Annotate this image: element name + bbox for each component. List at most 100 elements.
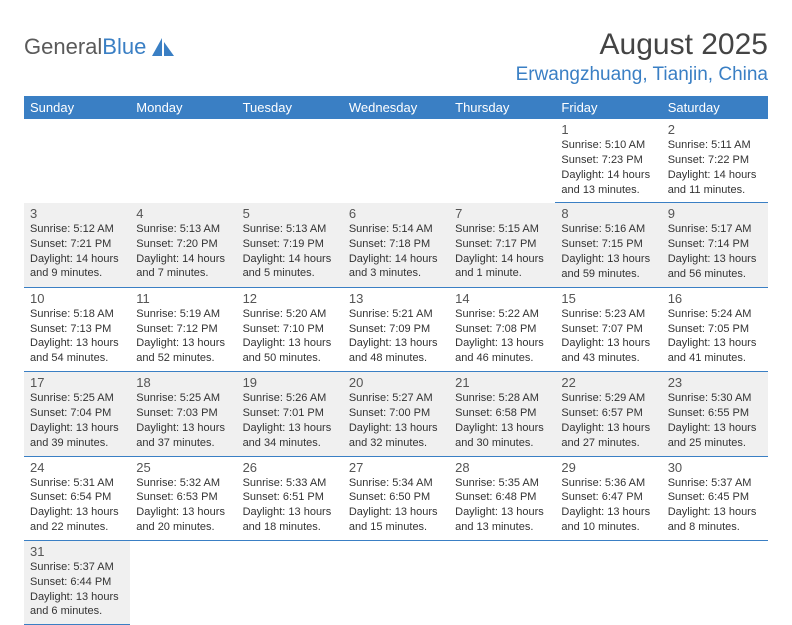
day-number: 30 [668,460,762,475]
column-header: Monday [130,96,236,119]
day-info: Sunrise: 5:10 AMSunset: 7:23 PMDaylight:… [561,138,655,197]
calendar-cell: 12Sunrise: 5:20 AMSunset: 7:10 PMDayligh… [237,287,343,371]
calendar-cell: 17Sunrise: 5:25 AMSunset: 7:04 PMDayligh… [24,372,130,456]
day-number: 12 [243,291,337,306]
calendar-cell [343,119,449,203]
day-info: Sunrise: 5:34 AMSunset: 6:50 PMDaylight:… [349,476,443,535]
day-info: Sunrise: 5:29 AMSunset: 6:57 PMDaylight:… [561,391,655,450]
day-number: 17 [30,375,124,390]
day-number: 25 [136,460,230,475]
day-info: Sunrise: 5:22 AMSunset: 7:08 PMDaylight:… [455,307,549,366]
day-number: 3 [30,206,124,221]
day-number: 18 [136,375,230,390]
day-info: Sunrise: 5:24 AMSunset: 7:05 PMDaylight:… [668,307,762,366]
calendar-cell: 30Sunrise: 5:37 AMSunset: 6:45 PMDayligh… [662,456,768,540]
calendar-cell: 31Sunrise: 5:37 AMSunset: 6:44 PMDayligh… [24,540,130,624]
calendar-cell: 22Sunrise: 5:29 AMSunset: 6:57 PMDayligh… [555,372,661,456]
column-header: Thursday [449,96,555,119]
day-info: Sunrise: 5:25 AMSunset: 7:03 PMDaylight:… [136,391,230,450]
calendar-cell: 18Sunrise: 5:25 AMSunset: 7:03 PMDayligh… [130,372,236,456]
calendar-cell: 1Sunrise: 5:10 AMSunset: 7:23 PMDaylight… [555,119,661,203]
day-number: 6 [349,206,443,221]
day-info: Sunrise: 5:31 AMSunset: 6:54 PMDaylight:… [30,476,124,535]
day-number: 22 [561,375,655,390]
calendar-cell [237,119,343,203]
day-number: 16 [668,291,762,306]
calendar-cell: 15Sunrise: 5:23 AMSunset: 7:07 PMDayligh… [555,287,661,371]
page-title: August 2025 [516,28,768,62]
calendar-cell [130,119,236,203]
day-info: Sunrise: 5:27 AMSunset: 7:00 PMDaylight:… [349,391,443,450]
day-info: Sunrise: 5:11 AMSunset: 7:22 PMDaylight:… [668,138,762,197]
day-info: Sunrise: 5:13 AMSunset: 7:20 PMDaylight:… [136,222,230,281]
calendar-cell: 8Sunrise: 5:16 AMSunset: 7:15 PMDaylight… [555,203,661,287]
day-number: 20 [349,375,443,390]
calendar-cell: 6Sunrise: 5:14 AMSunset: 7:18 PMDaylight… [343,203,449,287]
day-number: 24 [30,460,124,475]
day-info: Sunrise: 5:37 AMSunset: 6:44 PMDaylight:… [30,560,124,619]
day-number: 5 [243,206,337,221]
day-number: 21 [455,375,549,390]
calendar-cell: 10Sunrise: 5:18 AMSunset: 7:13 PMDayligh… [24,287,130,371]
day-number: 29 [561,460,655,475]
day-info: Sunrise: 5:30 AMSunset: 6:55 PMDaylight:… [668,391,762,450]
day-info: Sunrise: 5:18 AMSunset: 7:13 PMDaylight:… [30,307,124,366]
day-number: 8 [561,206,655,221]
calendar-cell: 4Sunrise: 5:13 AMSunset: 7:20 PMDaylight… [130,203,236,287]
day-number: 10 [30,291,124,306]
calendar-cell [449,540,555,624]
calendar-row: 24Sunrise: 5:31 AMSunset: 6:54 PMDayligh… [24,456,768,540]
day-info: Sunrise: 5:12 AMSunset: 7:21 PMDaylight:… [30,222,124,281]
calendar-cell: 27Sunrise: 5:34 AMSunset: 6:50 PMDayligh… [343,456,449,540]
day-info: Sunrise: 5:26 AMSunset: 7:01 PMDaylight:… [243,391,337,450]
day-info: Sunrise: 5:37 AMSunset: 6:45 PMDaylight:… [668,476,762,535]
day-info: Sunrise: 5:23 AMSunset: 7:07 PMDaylight:… [561,307,655,366]
calendar-cell: 14Sunrise: 5:22 AMSunset: 7:08 PMDayligh… [449,287,555,371]
location: Erwangzhuang, Tianjin, China [516,64,768,86]
calendar-cell: 26Sunrise: 5:33 AMSunset: 6:51 PMDayligh… [237,456,343,540]
day-number: 27 [349,460,443,475]
calendar-cell [555,540,661,624]
day-info: Sunrise: 5:32 AMSunset: 6:53 PMDaylight:… [136,476,230,535]
day-number: 19 [243,375,337,390]
column-header: Tuesday [237,96,343,119]
day-info: Sunrise: 5:20 AMSunset: 7:10 PMDaylight:… [243,307,337,366]
logo: GeneralBlue [24,28,176,60]
calendar-cell: 21Sunrise: 5:28 AMSunset: 6:58 PMDayligh… [449,372,555,456]
calendar-cell: 19Sunrise: 5:26 AMSunset: 7:01 PMDayligh… [237,372,343,456]
column-header: Saturday [662,96,768,119]
calendar-cell: 16Sunrise: 5:24 AMSunset: 7:05 PMDayligh… [662,287,768,371]
calendar-cell [24,119,130,203]
day-info: Sunrise: 5:19 AMSunset: 7:12 PMDaylight:… [136,307,230,366]
day-number: 2 [668,122,762,137]
calendar-cell: 7Sunrise: 5:15 AMSunset: 7:17 PMDaylight… [449,203,555,287]
day-info: Sunrise: 5:25 AMSunset: 7:04 PMDaylight:… [30,391,124,450]
sail-icon [150,36,176,58]
column-header: Sunday [24,96,130,119]
day-number: 31 [30,544,124,559]
day-info: Sunrise: 5:21 AMSunset: 7:09 PMDaylight:… [349,307,443,366]
calendar-table: SundayMondayTuesdayWednesdayThursdayFrid… [24,96,768,625]
day-number: 4 [136,206,230,221]
day-info: Sunrise: 5:35 AMSunset: 6:48 PMDaylight:… [455,476,549,535]
calendar-cell [662,540,768,624]
calendar-cell: 5Sunrise: 5:13 AMSunset: 7:19 PMDaylight… [237,203,343,287]
calendar-cell: 28Sunrise: 5:35 AMSunset: 6:48 PMDayligh… [449,456,555,540]
calendar-row: 1Sunrise: 5:10 AMSunset: 7:23 PMDaylight… [24,119,768,203]
calendar-cell: 29Sunrise: 5:36 AMSunset: 6:47 PMDayligh… [555,456,661,540]
calendar-cell [343,540,449,624]
calendar-cell: 24Sunrise: 5:31 AMSunset: 6:54 PMDayligh… [24,456,130,540]
day-number: 11 [136,291,230,306]
day-info: Sunrise: 5:36 AMSunset: 6:47 PMDaylight:… [561,476,655,535]
day-number: 13 [349,291,443,306]
column-header: Wednesday [343,96,449,119]
day-info: Sunrise: 5:33 AMSunset: 6:51 PMDaylight:… [243,476,337,535]
day-info: Sunrise: 5:28 AMSunset: 6:58 PMDaylight:… [455,391,549,450]
day-number: 23 [668,375,762,390]
day-info: Sunrise: 5:15 AMSunset: 7:17 PMDaylight:… [455,222,549,281]
calendar-cell [130,540,236,624]
calendar-cell: 20Sunrise: 5:27 AMSunset: 7:00 PMDayligh… [343,372,449,456]
logo-text-blue: Blue [102,34,146,60]
calendar-cell: 25Sunrise: 5:32 AMSunset: 6:53 PMDayligh… [130,456,236,540]
calendar-row: 3Sunrise: 5:12 AMSunset: 7:21 PMDaylight… [24,203,768,287]
